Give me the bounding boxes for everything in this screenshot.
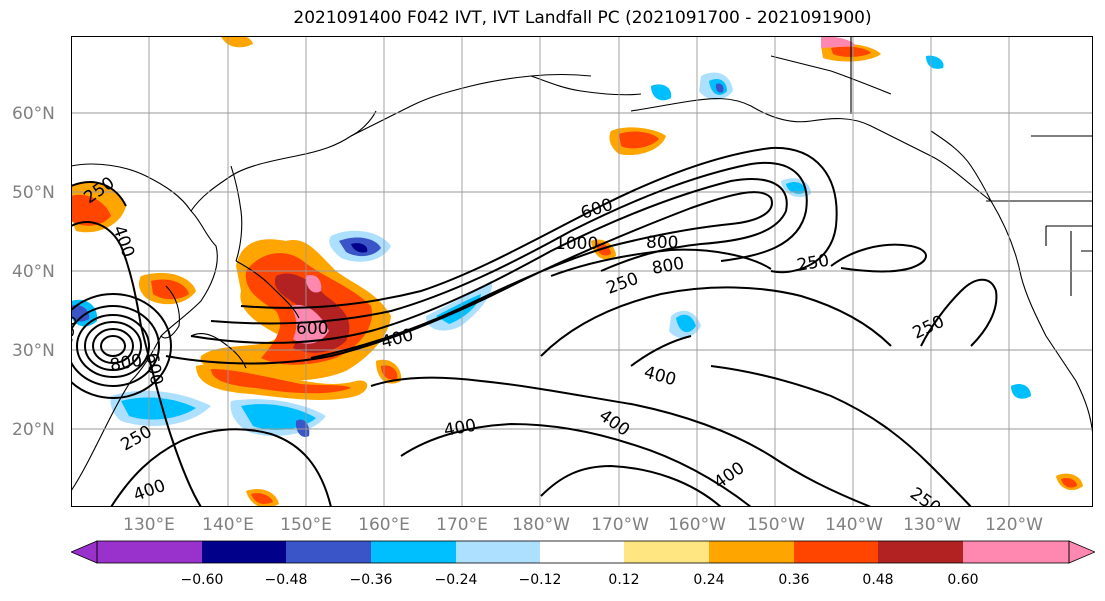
lon-label: 140°W: [825, 515, 883, 535]
lat-label: 40°N: [12, 262, 55, 282]
colorbar-cell: [540, 541, 624, 563]
colorbar-low-extend: [71, 540, 98, 564]
lat-label: 30°N: [12, 341, 55, 361]
colorbar-cell: [878, 541, 963, 563]
contour-label: 600: [296, 319, 328, 339]
colorbar-cell: [963, 541, 1069, 563]
lon-label: 130°W: [903, 515, 961, 535]
lon-label: 160°W: [668, 515, 726, 535]
colorbar-cell: [371, 541, 456, 563]
colorbar-tick: −0.60: [180, 572, 224, 588]
colorbar-cell: [456, 541, 540, 563]
colorbar-tick: 0.60: [947, 572, 979, 588]
colorbar-cell: [97, 541, 202, 563]
contour-label: 1000: [555, 234, 598, 254]
colorbar-tick: 0.24: [693, 572, 725, 588]
ivt-contours: [71, 146, 998, 507]
colorbar-cell: [794, 541, 878, 563]
map-panel: 250 400 600 800 1000 800 600 250 250 250…: [71, 36, 1093, 507]
lon-label: 150°W: [747, 515, 805, 535]
lon-label: 170°E: [436, 515, 488, 535]
lat-label: 50°N: [12, 183, 55, 203]
contour-label: 250: [71, 313, 82, 348]
lon-label: 130°E: [123, 515, 175, 535]
lon-label: 180°W: [512, 515, 570, 535]
colorbar-tick: 0.48: [862, 572, 894, 588]
lon-label: 160°E: [358, 515, 410, 535]
lat-label: 20°N: [12, 420, 55, 440]
colorbar: [71, 540, 1095, 564]
colorbar-cell: [624, 541, 709, 563]
colorbar-tick: −0.12: [518, 572, 562, 588]
lon-label: 140°E: [202, 515, 254, 535]
colorbar-tick: 0.36: [778, 572, 810, 588]
colorbar-high-extend: [1068, 540, 1095, 564]
lon-label: 150°E: [280, 515, 332, 535]
colorbar-tick: 0.12: [608, 572, 640, 588]
colorbar-tick: −0.24: [434, 572, 478, 588]
lon-label: 120°W: [985, 515, 1043, 535]
map-title: 2021091400 F042 IVT, IVT Landfall PC (20…: [293, 8, 872, 28]
colorbar-cell: [202, 541, 286, 563]
contour-label: 800: [646, 233, 678, 253]
colorbar-cell: [286, 541, 371, 563]
lon-label: 170°W: [591, 515, 649, 535]
colorbar-cell: [709, 541, 794, 563]
colorbar-tick: −0.48: [264, 572, 308, 588]
colorbar-tick: −0.36: [349, 572, 393, 588]
lat-label: 60°N: [12, 104, 55, 124]
